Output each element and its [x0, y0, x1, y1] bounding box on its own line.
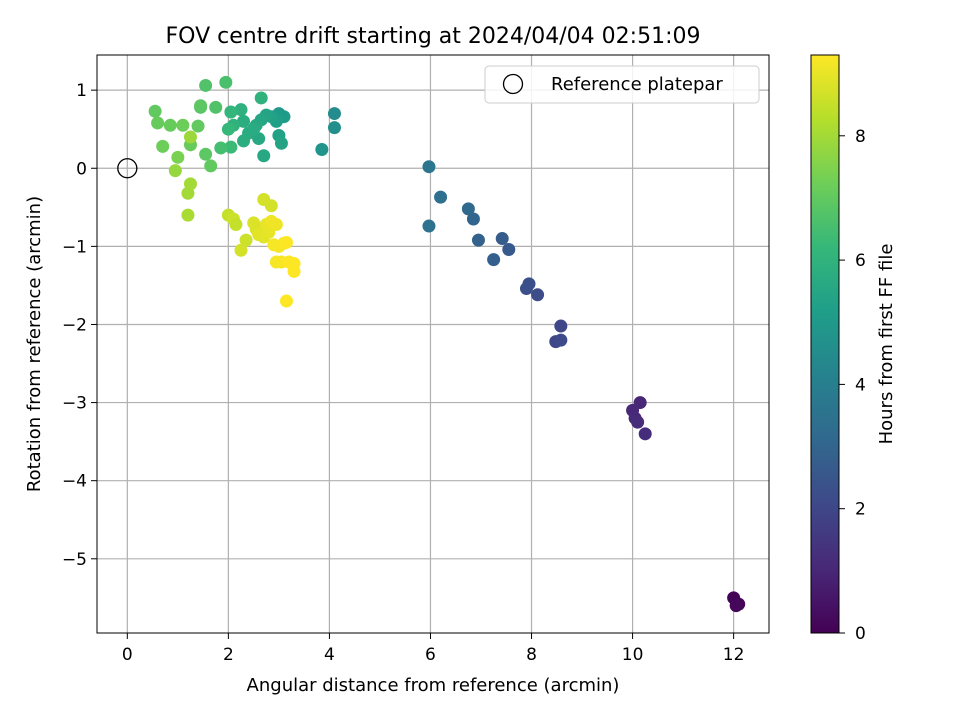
data-point: [183, 130, 197, 144]
data-point: [148, 104, 162, 118]
data-point: [269, 217, 283, 231]
data-point: [214, 141, 228, 155]
data-point: [171, 150, 185, 164]
data-point: [461, 202, 475, 216]
colorbar-tick-label: 2: [855, 500, 866, 520]
y-axis-label: Rotation from reference (arcmin): [24, 196, 45, 492]
data-point: [168, 164, 182, 178]
data-point: [554, 319, 568, 333]
legend-box: [484, 65, 760, 104]
data-point: [156, 139, 170, 153]
data-point: [237, 134, 251, 148]
data-point: [274, 136, 288, 150]
data-point: [176, 118, 190, 132]
legend-label-reference: Reference platepar: [551, 74, 723, 95]
data-point: [471, 233, 485, 247]
data-point: [199, 147, 213, 161]
data-point: [554, 333, 568, 347]
y-tick-label: 1: [76, 81, 87, 101]
data-point: [466, 212, 480, 226]
reference-platepar-marker: [117, 158, 138, 179]
data-point: [287, 264, 301, 278]
x-tick-label: 2: [223, 645, 234, 665]
data-point: [199, 78, 213, 92]
legend: Reference platepar: [484, 65, 760, 104]
y-tick-label: −3: [62, 394, 87, 414]
data-point: [254, 91, 268, 105]
data-point: [221, 122, 235, 136]
data-point: [279, 235, 293, 249]
y-tick-label: −1: [62, 237, 87, 257]
data-point: [487, 253, 501, 267]
data-point: [531, 288, 545, 302]
colorbar-tick-label: 6: [855, 251, 866, 271]
data-point: [279, 294, 293, 308]
data-point: [257, 149, 271, 163]
data-point: [204, 159, 218, 173]
colorbar-gradient: [810, 54, 840, 634]
data-point: [502, 242, 516, 256]
x-tick-label: 8: [526, 645, 537, 665]
data-point: [729, 599, 743, 613]
data-point: [191, 119, 205, 133]
data-point: [257, 193, 271, 206]
colorbar-label: Hours from first FF file: [876, 244, 897, 445]
x-tick-label: 0: [122, 645, 133, 665]
y-tick-label: −2: [62, 315, 87, 335]
data-point: [422, 219, 436, 233]
x-tick-label: 6: [425, 645, 436, 665]
data-point: [151, 116, 165, 130]
data-point: [163, 118, 177, 132]
colorbar-tick-label: 4: [855, 375, 866, 395]
plot-frame: [96, 54, 770, 634]
colorbar-tick-label: 0: [855, 624, 866, 644]
data-point: [327, 121, 341, 135]
chart-title: FOV centre drift starting at 2024/04/04 …: [166, 24, 701, 49]
data-point: [229, 217, 243, 231]
data-point: [219, 75, 233, 89]
data-point: [434, 190, 448, 204]
data-point: [638, 427, 652, 441]
data-point: [422, 160, 436, 174]
data-point: [315, 143, 329, 157]
data-point: [237, 114, 251, 128]
data-point: [183, 177, 197, 191]
y-tick-label: −4: [62, 472, 87, 492]
colorbar: 0 2 4 6 8 Hours from first FF file: [810, 54, 897, 644]
data-point: [194, 99, 208, 113]
y-tick-label: 0: [76, 159, 87, 179]
data-point: [327, 107, 341, 121]
colorbar-tick-label: 8: [855, 127, 866, 147]
grid-lines: [97, 55, 769, 633]
data-point: [247, 122, 261, 136]
colorbar-ticks: 0 2 4 6 8: [839, 127, 866, 644]
data-point: [239, 233, 253, 247]
x-tick-label: 10: [622, 645, 644, 665]
data-point: [234, 103, 248, 117]
x-axis-label: Angular distance from reference (arcmin): [247, 675, 620, 696]
x-tick-label: 12: [723, 645, 745, 665]
data-point: [495, 232, 509, 246]
data-points: [117, 75, 746, 613]
data-point: [224, 105, 238, 119]
data-point: [224, 140, 238, 154]
data-point: [234, 243, 248, 257]
y-tick-label: −5: [62, 550, 87, 570]
data-point: [631, 415, 645, 429]
data-point: [522, 277, 536, 291]
x-tick-label: 4: [324, 645, 335, 665]
data-point: [181, 208, 195, 222]
legend-marker-reference: [502, 73, 524, 95]
data-point: [209, 100, 223, 114]
